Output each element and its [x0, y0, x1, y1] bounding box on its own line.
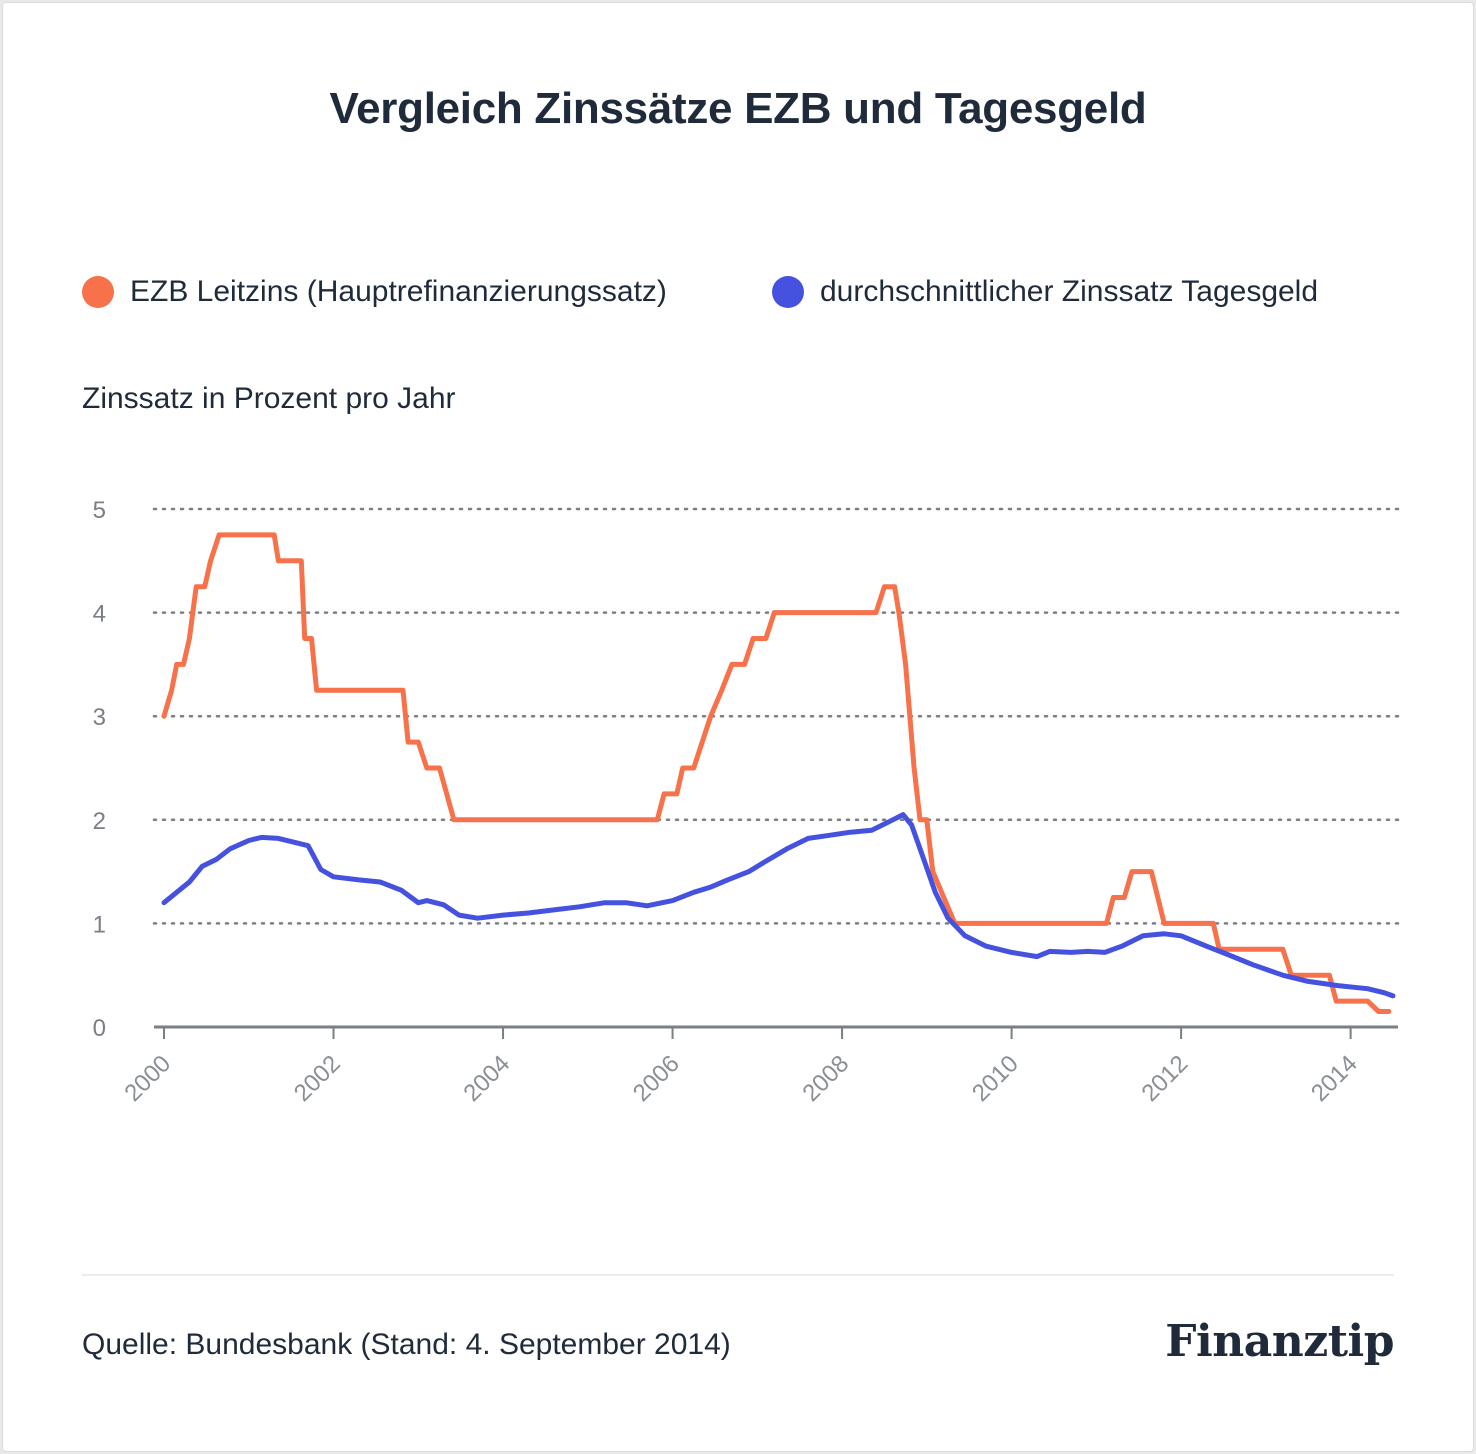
- x-tick-label: 2008: [797, 1050, 854, 1107]
- legend-label-tagesgeld: durchschnittlicher Zinssatz Tagesgeld: [820, 275, 1319, 308]
- x-tick-label: 2002: [289, 1050, 346, 1107]
- legend-dot-tagesgeld: [772, 276, 804, 308]
- source-note: Quelle: Bundesbank (Stand: 4. September …: [82, 1328, 731, 1361]
- y-tick-label: 0: [93, 1015, 106, 1042]
- x-tick-label: 2000: [119, 1050, 176, 1107]
- y-tick-labels: 0 1 2 3 4 5: [93, 497, 106, 1042]
- x-axis: [154, 1025, 1398, 1039]
- y-axis-label: Zinssatz in Prozent pro Jahr: [82, 382, 456, 415]
- finanztip-logo: Finanztip: [1165, 1316, 1394, 1367]
- y-tick-label: 5: [93, 497, 106, 524]
- legend: EZB Leitzins (Hauptrefinanzierungssatz) …: [82, 270, 1402, 314]
- chart-title: Vergleich Zinssätze EZB und Tagesgeld: [329, 84, 1147, 133]
- y-tick-label: 2: [93, 808, 106, 835]
- legend-dot-ezb: [82, 276, 114, 308]
- x-tick-label: 2012: [1137, 1050, 1194, 1107]
- legend-label-ezb: EZB Leitzins (Hauptrefinanzierungssatz): [130, 275, 667, 308]
- y-tick-label: 4: [93, 601, 106, 628]
- series-line-tagesgeld: [161, 812, 1396, 999]
- x-tick-label: 2004: [458, 1050, 515, 1107]
- y-tick-label: 1: [93, 911, 106, 938]
- x-tick-label: 2010: [967, 1050, 1024, 1107]
- series-lines: [161, 532, 1396, 1014]
- y-tick-label: 3: [93, 704, 106, 731]
- x-tick-label: 2014: [1306, 1050, 1363, 1107]
- series-line-ezb-leitzins: [161, 532, 1392, 1014]
- gridlines: [152, 507, 1400, 925]
- x-tick-label: 2006: [628, 1050, 685, 1107]
- footer-divider: [82, 1274, 1394, 1276]
- x-tick-labels: 2000 2002 2004 2006 2008 2010 2012 2014: [119, 1050, 1362, 1107]
